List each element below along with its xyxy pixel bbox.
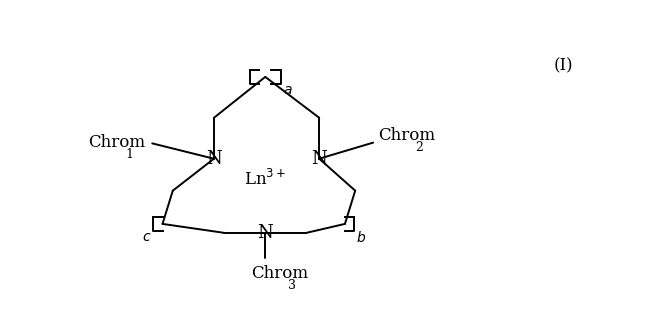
Text: N: N [312,150,327,168]
Text: $b$: $b$ [356,230,367,245]
Text: Ln$^{3+}$: Ln$^{3+}$ [244,169,286,189]
Text: 3: 3 [288,279,296,292]
Text: $c$: $c$ [142,230,151,244]
Text: 1: 1 [125,148,133,161]
Text: N: N [257,224,273,242]
Text: $a$: $a$ [282,83,292,97]
Text: Chrom: Chrom [88,133,145,151]
Text: Chrom: Chrom [379,127,436,144]
Text: 2: 2 [415,141,423,154]
Text: N: N [206,150,222,168]
Text: Chrom: Chrom [251,265,308,282]
Text: (I): (I) [554,57,573,74]
